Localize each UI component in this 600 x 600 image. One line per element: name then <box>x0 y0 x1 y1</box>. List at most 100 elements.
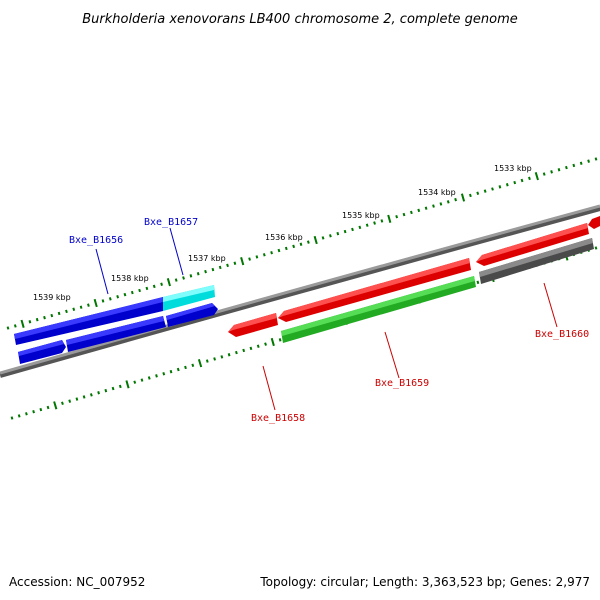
outer-minor-tick <box>50 313 54 318</box>
scale-label-1536: 1536 kbp <box>265 233 303 242</box>
outer-minor-tick <box>513 180 517 185</box>
outer-minor-tick <box>329 234 332 238</box>
inner-minor-tick <box>89 393 93 397</box>
outer-major-tick <box>460 193 466 202</box>
gene-bxe-b1657[interactable] <box>163 285 215 311</box>
callout-line-b1660 <box>543 282 558 328</box>
inner-minor-tick <box>25 412 28 416</box>
gene-label-b1659[interactable]: Bxe_B1659 <box>375 378 429 389</box>
inner-minor-tick <box>61 401 64 405</box>
outer-minor-tick <box>138 288 141 293</box>
outer-minor-tick <box>262 253 266 257</box>
inner-minor-tick <box>17 414 21 418</box>
gene-bxe-b1659-red[interactable] <box>278 258 471 322</box>
outer-minor-tick <box>417 208 421 213</box>
outer-minor-tick <box>446 200 450 204</box>
inner-minor-tick <box>476 280 480 285</box>
outer-minor-tick <box>454 197 457 202</box>
outer-minor-tick <box>189 274 193 278</box>
gene-bxe-b1659-green[interactable] <box>281 276 476 343</box>
inner-minor-tick <box>184 365 187 370</box>
outer-minor-tick <box>160 282 163 286</box>
outer-minor-tick <box>211 267 215 272</box>
outer-minor-tick <box>498 185 502 189</box>
outer-major-tick <box>387 214 392 223</box>
gene-bxe-b1660-red[interactable] <box>476 223 589 266</box>
inner-minor-tick <box>162 372 166 376</box>
gene-bxe-b1660-gray[interactable] <box>479 238 594 284</box>
outer-minor-tick <box>196 272 200 276</box>
gene-bxe-b1656-forward[interactable] <box>14 297 163 345</box>
inner-minor-tick <box>220 355 224 359</box>
outer-minor-tick <box>579 161 583 165</box>
gene-label-b1660[interactable]: Bxe_B1660 <box>535 329 589 340</box>
inner-minor-tick <box>594 246 598 250</box>
outer-minor-tick <box>248 257 251 261</box>
outer-minor-tick <box>174 278 178 282</box>
gene-bxe-b1656-reverse-b[interactable] <box>66 316 166 352</box>
inner-minor-tick <box>205 359 209 363</box>
inner-minor-tick <box>97 391 100 395</box>
outer-minor-tick <box>43 315 46 320</box>
gene-right-edge-red[interactable] <box>588 216 600 229</box>
inner-minor-tick <box>242 348 246 353</box>
inner-minor-tick <box>249 346 253 351</box>
outer-minor-tick <box>270 251 273 255</box>
outer-minor-tick <box>101 299 105 303</box>
inner-minor-tick <box>82 395 86 399</box>
scale-label-1537: 1537 kbp <box>188 254 226 263</box>
inner-major-tick <box>270 337 275 347</box>
outer-minor-tick <box>123 292 127 297</box>
outer-major-tick <box>166 278 171 287</box>
outer-minor-tick <box>469 193 472 198</box>
gene-label-b1656[interactable]: Bxe_B1656 <box>69 235 123 246</box>
callout-line-b1656 <box>95 248 109 295</box>
outer-minor-tick <box>13 324 17 328</box>
outer-minor-tick <box>542 172 546 176</box>
outer-minor-tick <box>520 178 524 183</box>
gene-bxe-b1656-reverse-a[interactable] <box>18 340 66 364</box>
outer-minor-tick <box>432 204 435 208</box>
outer-minor-tick <box>116 295 120 299</box>
gene-label-b1658[interactable]: Bxe_B1658 <box>251 413 305 424</box>
inner-minor-tick <box>213 357 216 361</box>
outer-minor-tick <box>351 227 354 232</box>
inner-minor-tick <box>39 407 43 412</box>
outer-major-tick <box>534 172 539 181</box>
inner-major-tick <box>53 401 58 410</box>
chromosome-backbone-shadow <box>0 205 600 378</box>
gene-label-b1657[interactable]: Bxe_B1657 <box>144 217 198 228</box>
inner-minor-tick <box>75 397 79 401</box>
outer-minor-tick <box>373 221 376 225</box>
outer-minor-tick <box>226 263 229 268</box>
outer-minor-tick <box>57 311 61 316</box>
map-title: Burkholderia xenovorans LB400 chromosome… <box>82 12 518 27</box>
outer-minor-tick <box>321 236 325 240</box>
outer-major-tick <box>240 257 245 266</box>
inner-minor-tick <box>32 410 35 414</box>
inner-minor-tick <box>191 363 195 367</box>
genome-stats-text: Topology: circular; Length: 3,363,523 bp… <box>259 575 590 589</box>
outer-minor-tick <box>395 214 399 219</box>
outer-minor-tick <box>218 265 222 270</box>
gene-bxe-b1658[interactable] <box>228 313 278 337</box>
outer-minor-tick <box>594 157 598 161</box>
outer-minor-tick <box>550 170 553 174</box>
inner-minor-tick <box>155 374 158 378</box>
outer-minor-tick <box>284 246 288 251</box>
outer-minor-tick <box>72 307 76 311</box>
inner-minor-tick <box>10 416 14 420</box>
inner-minor-tick <box>264 342 267 346</box>
chromosome-backbone <box>0 204 600 375</box>
scale-label-1534: 1534 kbp <box>418 188 456 197</box>
gene-blue-reverse-c[interactable] <box>166 303 218 327</box>
outer-minor-tick <box>182 276 185 280</box>
outer-major-tick <box>20 319 25 328</box>
outer-minor-tick <box>439 202 443 206</box>
outer-minor-tick <box>365 223 369 227</box>
outer-minor-tick <box>483 189 487 193</box>
inner-minor-tick <box>256 344 260 348</box>
inner-minor-tick <box>104 388 108 393</box>
scale-label-1539: 1539 kbp <box>33 293 71 302</box>
